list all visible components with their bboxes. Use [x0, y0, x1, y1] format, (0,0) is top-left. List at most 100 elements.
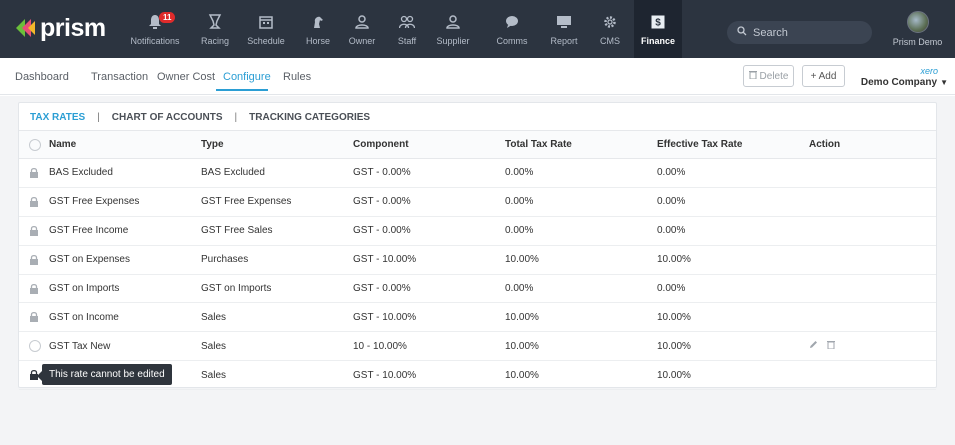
tab-chart-of-accounts[interactable]: CHART OF ACCOUNTS [111, 111, 223, 123]
cell-effective-tax-rate: 10.00% [657, 302, 809, 333]
cell-type: Sales [201, 302, 353, 333]
cell-effective-tax-rate: 0.00% [657, 158, 809, 188]
search-box[interactable]: Search [727, 21, 872, 44]
table-header-row: Name Type Component Total Tax Rate Effec… [19, 130, 936, 159]
nav-report[interactable]: Report [546, 0, 582, 58]
nav-finance[interactable]: $ Finance [634, 0, 682, 58]
cell-effective-tax-rate: 10.00% [657, 245, 809, 275]
tab-tax-rates[interactable]: TAX RATES [30, 111, 86, 123]
nav-comms[interactable]: Comms [494, 0, 530, 58]
nav-notifications[interactable]: Notifications 11 [127, 0, 183, 58]
nav-label: Racing [200, 36, 229, 46]
row-select-radio[interactable] [29, 340, 41, 353]
cell-total-tax-rate: 0.00% [505, 187, 657, 217]
subtab-rules[interactable]: Rules [283, 71, 312, 83]
edit-pencil-icon[interactable] [809, 341, 818, 352]
delete-button[interactable]: Delete [743, 65, 794, 87]
cell-type: Sales [201, 360, 353, 391]
select-all-radio[interactable] [29, 138, 41, 151]
trash-icon[interactable] [826, 341, 835, 352]
cell-component: GST - 0.00% [353, 274, 505, 304]
search-placeholder: Search [753, 26, 788, 39]
nav-horse[interactable]: Horse [302, 0, 334, 58]
dollar-icon: $ [648, 12, 668, 32]
table-row[interactable]: GST on Expenses Purchases GST - 10.00% 1… [19, 245, 936, 275]
prism-logo-icon [16, 19, 35, 37]
xero-company-selector[interactable]: xero Demo Company ▼ [853, 66, 948, 88]
column-header-type[interactable]: Type [201, 130, 353, 159]
tab-tracking-categories[interactable]: TRACKING CATEGORIES [249, 111, 371, 123]
cell-total-tax-rate: 10.00% [505, 331, 657, 362]
subtab-transaction[interactable]: Transaction [91, 71, 149, 83]
cell-total-tax-rate: 0.00% [505, 216, 657, 246]
nav-supplier[interactable]: Supplier [432, 0, 474, 58]
nav-owner[interactable]: Owner [346, 0, 378, 58]
cell-type: BAS Excluded [201, 158, 353, 188]
table-row[interactable]: GST Tax New Sales 10 - 10.00% 10.00% 10.… [19, 331, 936, 362]
nav-staff[interactable]: Staff [393, 0, 421, 58]
subtab-configure[interactable]: Configure [223, 71, 271, 83]
table-row[interactable]: BAS Excluded BAS Excluded GST - 0.00% 0.… [19, 158, 936, 188]
nav-label: Supplier [436, 36, 470, 46]
user-menu[interactable]: Prism Demo [880, 0, 955, 58]
cell-component: GST - 0.00% [353, 158, 505, 188]
nav-schedule[interactable]: Schedule [245, 0, 287, 58]
active-subtab-indicator [216, 89, 268, 91]
cell-component: GST - 10.00% [353, 360, 505, 391]
xero-logo: xero [920, 66, 938, 76]
avatar [906, 11, 929, 33]
cell-name: GST on Income [49, 302, 201, 333]
locked-rate-tooltip: This rate cannot be edited [37, 364, 172, 385]
chat-icon [502, 12, 522, 32]
lock-icon[interactable] [29, 369, 41, 381]
cell-action [809, 158, 936, 188]
column-header-total-tax-rate[interactable]: Total Tax Rate [505, 130, 657, 159]
cell-action [809, 331, 936, 362]
logo-text: prism [40, 13, 106, 42]
lock-icon [29, 167, 41, 179]
cell-name: GST on Imports [49, 274, 201, 304]
cell-effective-tax-rate: 0.00% [657, 274, 809, 304]
trophy-icon [205, 12, 225, 32]
table-row[interactable]: GST on Imports GST on Imports GST - 0.00… [19, 274, 936, 304]
lock-icon [29, 311, 41, 323]
table-row[interactable]: GST Free Income GST Free Sales GST - 0.0… [19, 216, 936, 246]
company-name: Demo Company [860, 77, 938, 88]
gear-icon [600, 12, 620, 32]
add-label: + Add [810, 70, 837, 82]
report-icon [554, 12, 574, 32]
nav-label: Horse [305, 36, 330, 46]
add-button[interactable]: + Add [802, 65, 845, 87]
cell-name: GST Free Expenses [49, 187, 201, 217]
table-row[interactable]: GST Free Expenses GST Free Expenses GST … [19, 187, 936, 217]
subtab-owner-cost[interactable]: Owner Cost [157, 71, 216, 83]
tab-separator: | [234, 111, 238, 123]
nav-label: Staff [397, 36, 417, 46]
cell-component: 10 - 10.00% [353, 331, 505, 362]
table-row[interactable]: GST on Income Sales GST - 10.00% 10.00% … [19, 302, 936, 333]
cell-action [809, 216, 936, 246]
cell-type: GST on Imports [201, 274, 353, 304]
supplier-icon [443, 12, 463, 32]
cell-name: GST Free Income [49, 216, 201, 246]
lock-icon [29, 283, 41, 295]
people-icon [397, 12, 417, 32]
column-header-name[interactable]: Name [49, 130, 201, 159]
configure-tabs: TAX RATES | CHART OF ACCOUNTS | TRACKING… [30, 110, 370, 124]
nav-label: Finance [640, 36, 675, 46]
cell-type: GST Free Sales [201, 216, 353, 246]
column-header-component[interactable]: Component [353, 130, 505, 159]
nav-label: Comms [496, 36, 528, 46]
cell-component: GST - 10.00% [353, 302, 505, 333]
nav-cms[interactable]: CMS [597, 0, 623, 58]
tax-rates-table: Name Type Component Total Tax Rate Effec… [19, 130, 936, 391]
select-all-cell[interactable] [19, 130, 49, 159]
prism-logo[interactable]: prism [14, 10, 106, 46]
cell-action [809, 274, 936, 304]
nav-racing[interactable]: Racing [197, 0, 233, 58]
nav-label: Schedule [247, 36, 285, 46]
subtab-dashboard[interactable]: Dashboard [15, 71, 69, 83]
column-header-effective-tax-rate[interactable]: Effective Tax Rate [657, 130, 809, 159]
lock-icon [29, 225, 41, 237]
cell-total-tax-rate: 10.00% [505, 302, 657, 333]
